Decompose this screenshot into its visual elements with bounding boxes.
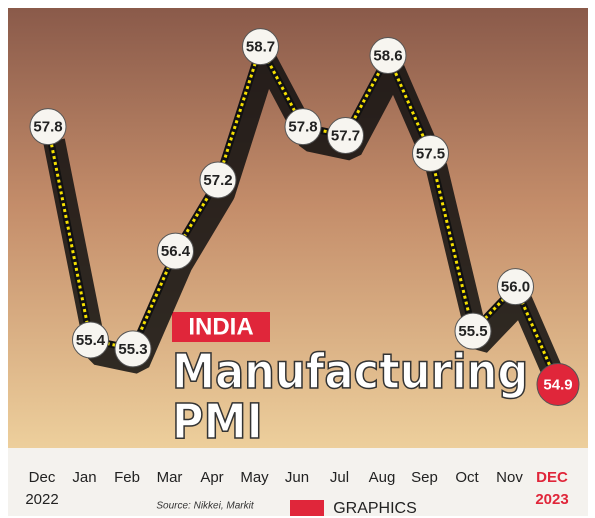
x-tick-label: Sep [411,469,438,486]
data-label: 57.8 [288,119,317,136]
data-label: 57.5 [416,145,445,162]
data-label: 57.7 [331,128,360,145]
x-tick-label: Feb [114,469,140,486]
data-label: 56.4 [161,243,191,260]
x-tick-label: Nov [496,469,523,486]
year-label: 2023 [535,491,568,508]
x-tick-label: Jan [72,469,96,486]
x-tick-label: May [240,469,269,486]
data-label: 58.7 [246,39,275,56]
data-label: 57.2 [203,172,232,189]
data-label: 55.3 [118,341,147,358]
x-tick-label: DEC [536,469,568,486]
x-tick-label: Jul [330,469,349,486]
x-tick-label: Jun [285,469,309,486]
x-tick-label: Apr [200,469,223,486]
kicker: INDIA [188,313,253,340]
chart: INDIA ManufacturingPMI Source: Nikkei, M… [0,0,595,518]
data-label: 55.4 [76,332,106,349]
source: Source: Nikkei, Markit [156,501,254,512]
x-tick-label: Aug [369,469,396,486]
logo-box [290,500,324,516]
x-tick-label: Dec [29,469,56,486]
credit: GRAPHICS [333,500,417,517]
data-label: 54.9 [543,376,572,393]
year-label: 2022 [25,491,58,508]
data-label: 57.8 [33,119,62,136]
data-label: 56.0 [501,279,530,296]
x-tick-label: Mar [157,469,183,486]
data-label: 58.6 [373,48,402,65]
x-tick-label: Oct [455,469,479,486]
data-label: 55.5 [458,323,487,340]
